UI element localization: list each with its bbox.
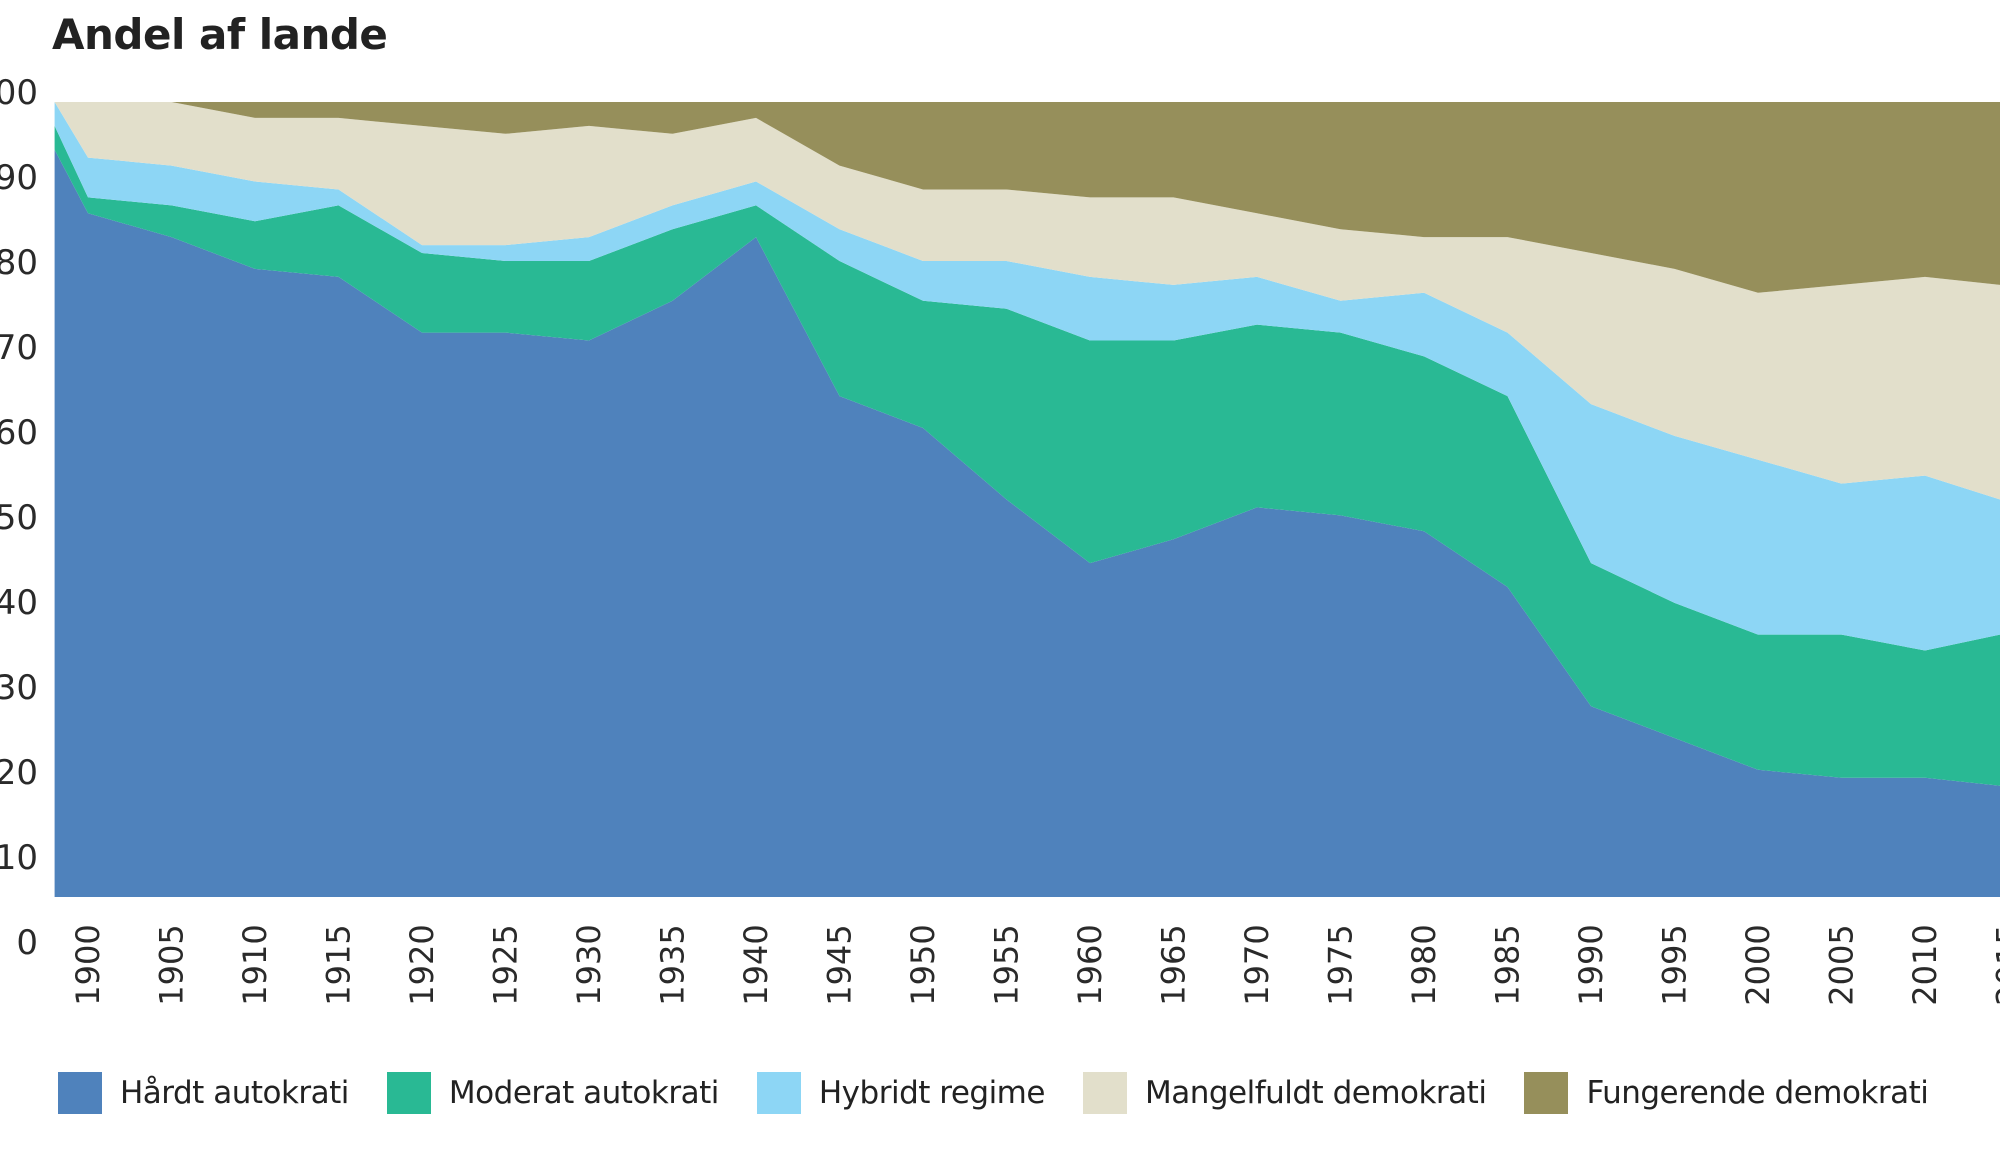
x-tick-label: 1960 (1071, 924, 1109, 1005)
legend: Hårdt autokrati Moderat autokrati Hybridt … (58, 1072, 1966, 1114)
legend-label: Moderat autokrati (448, 1075, 719, 1111)
x-tick-label: 1915 (320, 924, 358, 1005)
area-hybridt-regime (54, 102, 2000, 651)
legend-item: Mangelfuldt demokrati (1082, 1072, 1487, 1114)
legend-swatch (1524, 1072, 1569, 1114)
legend-item: Fungerende demokrati (1524, 1072, 1929, 1114)
x-tick-label: 1985 (1489, 924, 1527, 1005)
legend-swatch (1082, 1072, 1127, 1114)
legend-swatch (386, 1072, 431, 1114)
chart-title: Andel af lande (52, 10, 388, 59)
y-axis: 0 10 20 30 40 50 60 70 80 90 100 (0, 73, 38, 963)
x-tick-label: 1990 (1572, 924, 1610, 1005)
x-tick-label: 1950 (904, 924, 942, 1005)
y-tick-label: 60 (0, 413, 38, 453)
x-tick-label: 1905 (153, 924, 191, 1005)
x-tick-label: 2005 (1823, 924, 1861, 1005)
area-layers (54, 102, 2000, 897)
x-tick-label: 1920 (403, 924, 441, 1005)
x-tick-label: 1945 (821, 924, 859, 1005)
legend-label: Hybridt regime (818, 1075, 1046, 1111)
y-tick-label: 100 (0, 73, 38, 113)
x-tick-label: 1935 (654, 924, 692, 1005)
x-tick-label: 1965 (1155, 924, 1193, 1005)
x-tick-label: 1980 (1405, 924, 1443, 1005)
y-tick-label: 70 (0, 328, 38, 368)
area-moderat-autokrati (54, 125, 2000, 786)
x-tick-label: 2000 (1739, 924, 1777, 1005)
x-tick-label: 1975 (1322, 924, 1360, 1005)
x-tick-label: 1955 (988, 924, 1026, 1005)
y-tick-label: 20 (0, 753, 38, 793)
x-tick-label: 1910 (236, 924, 274, 1005)
stacked-area-chart: 0102030405060708090100 19001905191019151… (0, 73, 2000, 1006)
legend-label: Fungerende demokrati (1586, 1075, 1929, 1111)
y-tick-label: 40 (0, 583, 38, 623)
legend-item: Moderat autokrati (386, 1072, 719, 1114)
y-tick-label: 0 (16, 923, 38, 963)
legend-item: Hårdt autokrati (58, 1072, 349, 1114)
x-tick-label: 1925 (487, 924, 525, 1005)
legend-swatch (58, 1072, 102, 1114)
legend-label: Mangelfuldt demokrati (1144, 1075, 1487, 1111)
legend-swatch (756, 1072, 801, 1114)
x-tick-label: 1930 (570, 924, 608, 1005)
x-tick-label: 2010 (1906, 924, 1944, 1005)
y-tick-label: 30 (0, 668, 38, 708)
x-tick-label: 1995 (1656, 924, 1694, 1005)
y-tick-label: 10 (0, 838, 38, 878)
legend-item: Hybridt regime (756, 1072, 1046, 1114)
x-tick-label: 1900 (69, 924, 107, 1005)
x-tick-label: 2015 (1990, 924, 2000, 1005)
area-fungerende-demokrati (54, 102, 2000, 293)
y-tick-label: 80 (0, 243, 38, 283)
y-tick-label: 50 (0, 498, 38, 538)
area-h-rdt-autokrati (54, 149, 2000, 897)
x-tick-label: 1940 (737, 924, 775, 1005)
x-tick-label: 1970 (1238, 924, 1276, 1005)
area-mangelfuldt-demokrati (54, 102, 2000, 500)
y-tick-label: 90 (0, 158, 38, 198)
x-axis: 1900 1905 1910 1915 1920 1925 1930 1935 1940 1945… (69, 924, 2000, 1005)
legend-label: Hårdt autokrati (120, 1075, 349, 1111)
